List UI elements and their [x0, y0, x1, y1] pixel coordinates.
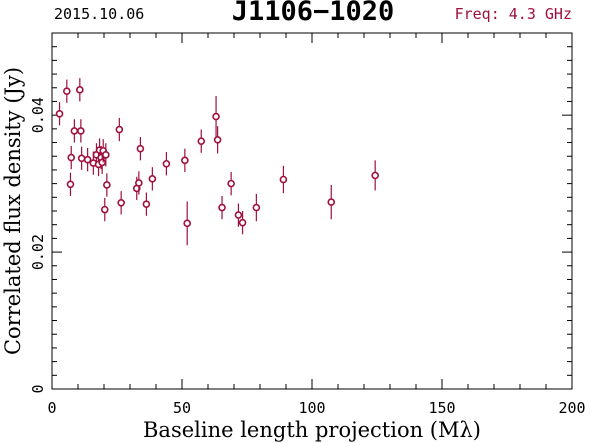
x-tick-labels: 0 50 100 150 200 — [47, 399, 585, 417]
data-point — [76, 78, 84, 102]
data-point — [55, 102, 64, 126]
data-point — [327, 184, 336, 220]
point-marker — [218, 203, 226, 212]
axis-ticks — [51, 32, 573, 390]
data-point — [252, 193, 261, 222]
point-marker — [77, 154, 86, 163]
x-tick-label: 150 — [428, 399, 455, 417]
data-point — [115, 117, 124, 142]
point-marker — [142, 200, 151, 208]
point-marker — [135, 179, 143, 187]
point-marker — [98, 158, 106, 167]
data-point — [142, 192, 151, 216]
data-point — [279, 165, 288, 194]
data-point — [181, 148, 189, 172]
data-point — [183, 201, 191, 246]
y-tick-label: 0.04 — [29, 97, 47, 133]
point-marker — [77, 127, 85, 135]
point-marker — [234, 211, 243, 219]
frequency-label: Freq: 4.3 GHz — [455, 5, 572, 23]
data-point — [218, 195, 226, 220]
point-marker — [183, 219, 191, 228]
data-point — [162, 152, 171, 176]
data-point — [83, 148, 92, 172]
data-point — [100, 197, 109, 222]
data-point — [103, 173, 111, 197]
data-point — [136, 137, 145, 161]
point-marker — [227, 179, 235, 188]
point-marker — [136, 144, 145, 153]
data-point — [67, 145, 76, 170]
point-marker — [83, 155, 92, 164]
data-point — [135, 171, 143, 195]
y-tick-labels: 0 0.02 0.04 — [29, 97, 47, 393]
point-marker — [115, 125, 124, 134]
data-point — [77, 146, 86, 170]
point-marker — [238, 218, 247, 227]
data-point — [227, 171, 235, 196]
data-point — [102, 143, 110, 167]
data-point — [63, 79, 71, 103]
point-marker — [70, 127, 79, 135]
x-tick-label: 0 — [47, 399, 56, 417]
point-marker — [67, 153, 76, 162]
data-point — [213, 126, 222, 154]
x-tick-label: 100 — [298, 399, 325, 417]
point-marker — [327, 198, 336, 206]
data-point — [117, 191, 125, 215]
point-marker — [371, 171, 379, 180]
data-point — [212, 95, 220, 138]
x-axis-label: Baseline length projection (Mλ) — [143, 418, 481, 442]
y-axis-label: Correlated flux density (Jy) — [1, 67, 25, 355]
data-point — [234, 203, 243, 227]
point-marker — [148, 175, 157, 183]
point-marker — [55, 109, 64, 118]
data-points — [55, 78, 379, 246]
point-marker — [76, 86, 84, 94]
point-marker — [279, 175, 288, 184]
data-point — [371, 160, 379, 191]
point-marker — [102, 151, 110, 159]
point-marker — [100, 205, 109, 214]
observation-date: 2015.10.06 — [54, 5, 144, 23]
point-marker — [66, 180, 75, 189]
point-marker — [213, 136, 222, 144]
x-tick-label: 200 — [558, 399, 585, 417]
point-marker — [181, 156, 189, 165]
data-point — [70, 119, 79, 143]
point-marker — [162, 159, 171, 168]
data-point — [238, 211, 247, 235]
data-point — [148, 167, 157, 191]
data-point — [66, 172, 75, 196]
plot-frame — [51, 32, 573, 390]
y-tick-label: 0.02 — [29, 234, 47, 270]
point-marker — [117, 198, 125, 207]
source-name: J1106−1020 — [232, 0, 395, 27]
point-marker — [63, 87, 71, 95]
data-point — [197, 129, 206, 153]
data-point — [77, 119, 85, 143]
point-marker — [212, 112, 220, 121]
x-tick-label: 50 — [173, 399, 191, 417]
y-tick-label: 0 — [29, 384, 47, 393]
point-marker — [103, 181, 111, 189]
point-marker — [252, 203, 261, 212]
point-marker — [197, 137, 206, 145]
